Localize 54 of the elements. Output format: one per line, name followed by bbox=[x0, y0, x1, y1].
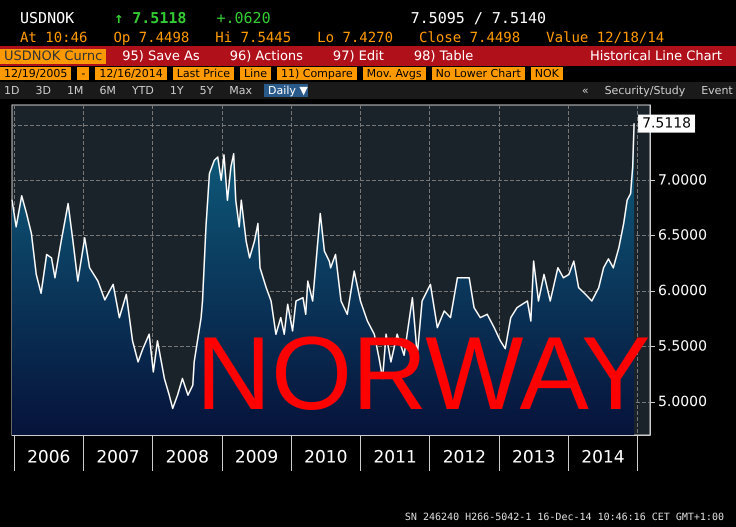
text: Max bbox=[228, 84, 252, 97]
text: 12/19/2005 bbox=[0, 67, 72, 80]
text: SN 246240 H266-5042-1 16-Dec-14 10:46:16 CET GMT+1:00 bbox=[404, 512, 724, 523]
x-tick-label: 2012 bbox=[442, 448, 486, 468]
y-tick-label: 5.0000 bbox=[658, 394, 707, 410]
text: Line bbox=[240, 67, 271, 80]
text: YTD bbox=[130, 84, 154, 97]
x-tick-label: 2007 bbox=[96, 448, 140, 468]
text: 97) Edit bbox=[332, 48, 384, 64]
text: 6M bbox=[98, 84, 116, 97]
x-tick-label: 2008 bbox=[166, 448, 209, 468]
text: Last Price bbox=[172, 67, 234, 80]
text: 11) Compare bbox=[276, 67, 357, 80]
text: 1M bbox=[66, 84, 84, 97]
x-tick-label: 2009 bbox=[234, 448, 278, 468]
text: 98) Table bbox=[412, 48, 474, 64]
chart-subtitle: Historical Line Chart bbox=[590, 48, 722, 64]
y-tick-label: 5.5000 bbox=[658, 338, 707, 354]
text: USDNOK Curnc bbox=[0, 48, 106, 64]
text: 1Y bbox=[168, 84, 184, 97]
x-tick-label: 2010 bbox=[304, 448, 348, 468]
y-tick-label: 6.0000 bbox=[658, 283, 707, 300]
text: Op 7.4498 bbox=[113, 30, 190, 46]
x-tick-label: 2006 bbox=[27, 448, 70, 468]
text: 12/16/2014 bbox=[95, 67, 167, 80]
text: Value 12/18/14 bbox=[546, 30, 664, 46]
y-tick-label: 6.5000 bbox=[658, 228, 707, 244]
text: - bbox=[77, 67, 90, 80]
text: Mov. Avgs bbox=[362, 67, 426, 80]
text: 7.5095 / 7.5140 bbox=[410, 9, 546, 27]
text: « bbox=[580, 84, 589, 97]
text: +.0620 bbox=[216, 9, 271, 27]
annotation: NORWAY bbox=[196, 316, 651, 432]
text: Close 7.4498 bbox=[419, 30, 520, 46]
annotation: 7.5118 bbox=[642, 116, 692, 132]
text: 96) Actions bbox=[228, 48, 303, 64]
text: At 10:46 bbox=[20, 30, 88, 46]
text: NOK bbox=[530, 67, 563, 80]
text: Lo 7.4270 bbox=[317, 30, 394, 46]
text: Security/Study bbox=[604, 84, 686, 97]
text: No Lower Chart bbox=[432, 67, 525, 80]
chart-title: USDNOK bbox=[20, 9, 74, 27]
text: Hi 7.5445 bbox=[215, 30, 292, 46]
x-tick-label: 2014 bbox=[581, 448, 625, 468]
x-tick-label: 2013 bbox=[512, 448, 556, 468]
y-tick-label: 7.0000 bbox=[658, 172, 707, 188]
text: 5Y bbox=[198, 84, 214, 97]
text: ↑ 7.5118 bbox=[114, 9, 186, 27]
text: Daily ▼ bbox=[264, 84, 308, 97]
text: Event bbox=[700, 84, 733, 97]
text: 1D bbox=[3, 84, 20, 97]
x-tick-label: 2011 bbox=[373, 448, 417, 468]
text: 95) Save As bbox=[121, 48, 200, 64]
text: 3D bbox=[34, 84, 51, 97]
